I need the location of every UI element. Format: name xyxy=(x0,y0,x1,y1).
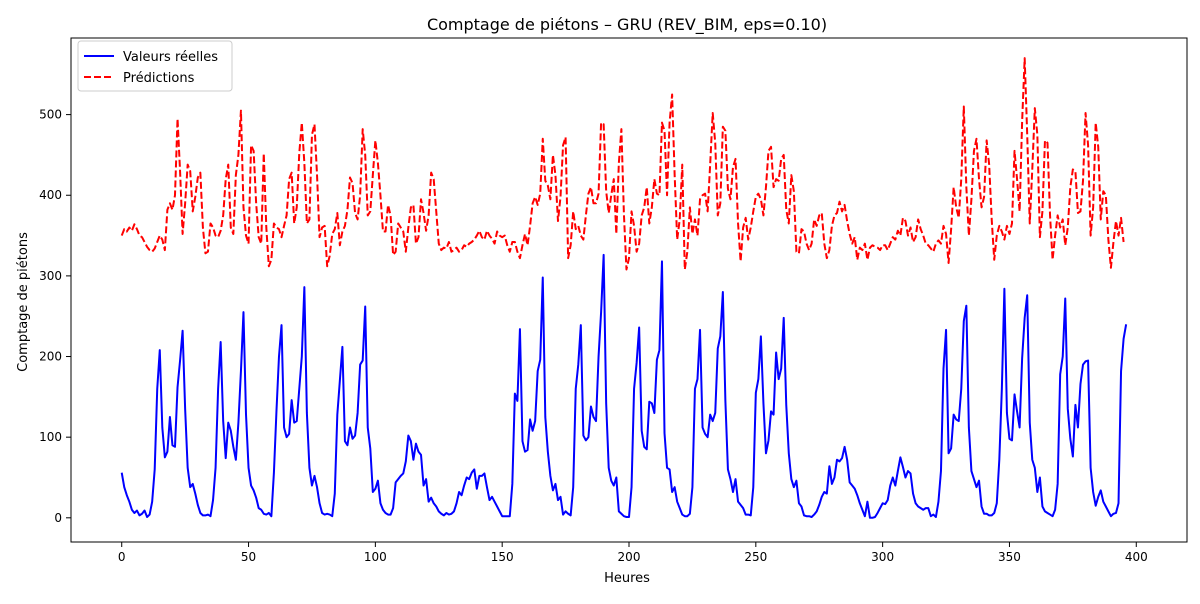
x-tick-label: 150 xyxy=(491,550,514,564)
series-layer xyxy=(120,57,1128,519)
x-tick-label: 250 xyxy=(744,550,767,564)
series-line-valeurs-reelles xyxy=(120,253,1128,519)
legend-label-predictions: Prédictions xyxy=(123,71,195,86)
y-tick-label: 200 xyxy=(39,350,62,364)
y-tick-label: 100 xyxy=(39,430,62,444)
legend: Valeurs réelles Prédictions xyxy=(77,40,233,92)
x-tick-label: 300 xyxy=(871,550,894,564)
y-tick-label: 400 xyxy=(39,188,62,202)
y-tick-label: 0 xyxy=(54,511,62,525)
legend-box xyxy=(77,40,233,92)
legend-label-valeurs-reelles: Valeurs réelles xyxy=(123,50,218,65)
x-tick-label: 200 xyxy=(618,550,641,564)
chart-title: Comptage de piétons – GRU (REV_BIM, eps=… xyxy=(427,15,827,35)
axes-layer: 0 50 100 150 200 250 300 350 400 0 100 200 300 400 500 xyxy=(39,37,1188,564)
series-line-predictions xyxy=(120,57,1125,271)
x-tick-label: 100 xyxy=(364,550,387,564)
y-axis-label: Comptage de piétons xyxy=(16,232,31,372)
y-tick-label: 300 xyxy=(39,269,62,283)
x-tick-label: 50 xyxy=(241,550,256,564)
x-tick-label: 0 xyxy=(118,550,126,564)
y-tick-label: 500 xyxy=(39,108,62,122)
x-axis-label: Heures xyxy=(604,571,650,586)
x-tick-label: 350 xyxy=(998,550,1021,564)
x-tick-label: 400 xyxy=(1125,550,1148,564)
